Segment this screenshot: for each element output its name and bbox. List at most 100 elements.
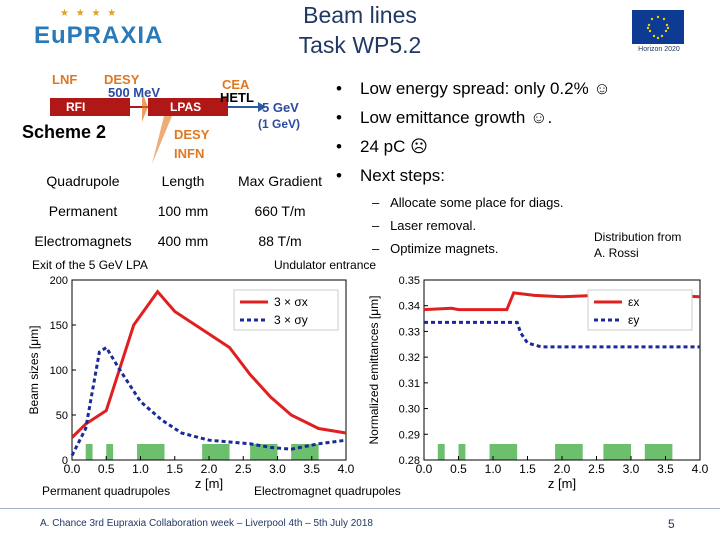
flag-caption: Horizon 2020 (638, 46, 680, 53)
table-cell: Permanent (48, 203, 118, 219)
scheme-infn: INFN (174, 146, 205, 161)
bullet-text: Low energy spread: only 0.2% ☺ (360, 79, 611, 98)
x-tick-label: 2.5 (588, 462, 605, 476)
scheme-lpas: LPAS (170, 100, 202, 114)
emittance-chart: 0.0 0.5 1.0 1.5 2.0 2.5 3.0 3.5 4.0 0.28 0.29 0.30 0… (367, 275, 709, 491)
sub-bullet-item: – Laser removal. (372, 218, 477, 233)
y-tick-label: 0.31 (399, 378, 420, 390)
quadrupole-block (137, 444, 165, 460)
legend-box (587, 289, 693, 331)
x-tick-label: 4.0 (338, 462, 355, 476)
scheme-cea: CEA (222, 77, 250, 92)
x-tick-label: 1.0 (132, 462, 149, 476)
distribution-note: Distribution from A. Rossi (594, 229, 681, 261)
eu-flag-icon (632, 10, 684, 44)
scheme-energy-500: 500 MeV (108, 85, 161, 100)
y-tick-label: 0.28 (399, 455, 420, 467)
footer-text: A. Chance 3rd Eupraxia Collaboration wee… (40, 518, 373, 529)
bullet-text: Next steps: (360, 166, 446, 185)
x-tick-label: 3.0 (269, 462, 286, 476)
legend-label: 3 × σx (274, 295, 308, 309)
x-tick-label: 0.0 (416, 462, 433, 476)
quadrupole-block (106, 444, 114, 460)
scheme-label: Scheme 2 (22, 122, 107, 142)
exit-label: Exit of the 5 GeV LPA (32, 258, 148, 272)
x-tick-label: 1.5 (519, 462, 536, 476)
y-tick-label: 150 (50, 320, 68, 332)
table-row: Electromagnets 400 mm 88 T/m (24, 226, 336, 256)
permanent-quads-label: Permanent quadrupoles (42, 484, 171, 498)
y-tick-label: 200 (50, 275, 68, 287)
x-axis-label: z [m] (195, 476, 223, 491)
page-number: 5 (668, 517, 675, 531)
y-axis-label: Beam sizes [μm] (27, 326, 41, 415)
scheme-desy-bottom: DESY (174, 127, 210, 142)
sub-bullet-item: – Allocate some place for diags. (372, 195, 564, 210)
scheme-rfi: RFI (66, 100, 86, 114)
series-line (70, 345, 347, 457)
slide-title: Beam lines Task WP5.2 (250, 0, 470, 60)
scheme-desy-top: DESY (104, 72, 140, 87)
logo-text: EuPRAXIA (34, 22, 164, 49)
table-cell: Electromagnets (34, 233, 132, 249)
bullet-item: • 24 pC ☹ (336, 137, 428, 156)
scheme-hetl: HETL (220, 90, 254, 105)
x-tick-label: 3.5 (303, 462, 320, 476)
table-header: Length (161, 173, 205, 189)
bullet-text: Low emittance growth ☺. (360, 108, 553, 127)
x-tick-label: 3.0 (623, 462, 640, 476)
legend-label: εy (628, 313, 639, 327)
y-tick-label: 0 (62, 455, 68, 467)
distribution-line: Distribution from (594, 230, 682, 244)
quadrupole-block (85, 444, 93, 460)
distribution-line: A. Rossi (594, 246, 639, 260)
scheme-5gev: 5 GeV (262, 100, 299, 115)
series-line (424, 320, 700, 349)
x-tick-label: 2.5 (235, 462, 252, 476)
eupraxia-logo: ★ ★ ★ ★ EuPRAXIA (30, 8, 164, 52)
quadrupole-block (644, 444, 673, 460)
title-line-2: Task WP5.2 (298, 32, 422, 58)
y-tick-label: 50 (56, 410, 68, 422)
x-tick-label: 1.5 (166, 462, 183, 476)
y-tick-label: 0.33 (399, 326, 420, 338)
sub-bullet-text: Laser removal. (390, 218, 477, 233)
quadrupole-block (603, 444, 631, 460)
footer-divider (0, 508, 720, 509)
x-tick-label: 2.0 (554, 462, 571, 476)
quadrupole-block (458, 444, 466, 460)
x-tick-label: 0.5 (98, 462, 115, 476)
title-line-1: Beam lines (303, 2, 417, 28)
quadrupole-block (489, 444, 518, 460)
table-header: Quadrupole (46, 173, 120, 189)
legend-label: εx (628, 295, 639, 309)
sub-bullet-list: – Allocate some place for diags. – Laser… (372, 191, 564, 260)
sub-bullet-text: Allocate some place for diags. (390, 195, 564, 210)
table-header: Max Gradient (237, 173, 323, 189)
y-tick-label: 0.30 (399, 404, 420, 416)
scheme-diagram: LNF DESY 500 MeV CEA HETL RFI LPAS 5 GeV… (22, 72, 322, 164)
quadrupole-table: Quadrupole Length Max Gradient Permanent… (24, 166, 336, 256)
table-header-row: Quadrupole Length Max Gradient (24, 166, 336, 196)
scheme-1gev: (1 GeV) (258, 117, 301, 131)
bullet-list: • Low energy spread: only 0.2% ☺ • Low emi… (336, 74, 636, 190)
y-tick-label: 0.34 (399, 301, 420, 313)
scheme-lnf: LNF (52, 72, 78, 87)
scheme-lines (50, 92, 266, 164)
table-cell: 660 T/m (254, 203, 306, 219)
bullet-item: • Low emittance growth ☺. (336, 108, 553, 127)
x-axis-label: z [m] (548, 476, 576, 491)
x-tick-label: 2.0 (201, 462, 218, 476)
bullet-item: • Next steps: (336, 166, 446, 185)
y-tick-label: 0.32 (399, 352, 420, 364)
y-tick-label: 0.35 (399, 275, 420, 287)
sub-bullet-item: – Optimize magnets. (372, 241, 499, 256)
electromagnet-quads-label: Electromagnet quadrupoles (254, 484, 401, 498)
sub-bullet-text: Optimize magnets. (390, 241, 499, 256)
table-cell: 400 mm (157, 233, 209, 249)
x-tick-label: 0.0 (64, 462, 81, 476)
bullet-text: 24 pC ☹ (360, 137, 428, 156)
quadrupole-block (555, 444, 583, 460)
quadrupole-block (437, 444, 445, 460)
legend-box (233, 289, 339, 331)
